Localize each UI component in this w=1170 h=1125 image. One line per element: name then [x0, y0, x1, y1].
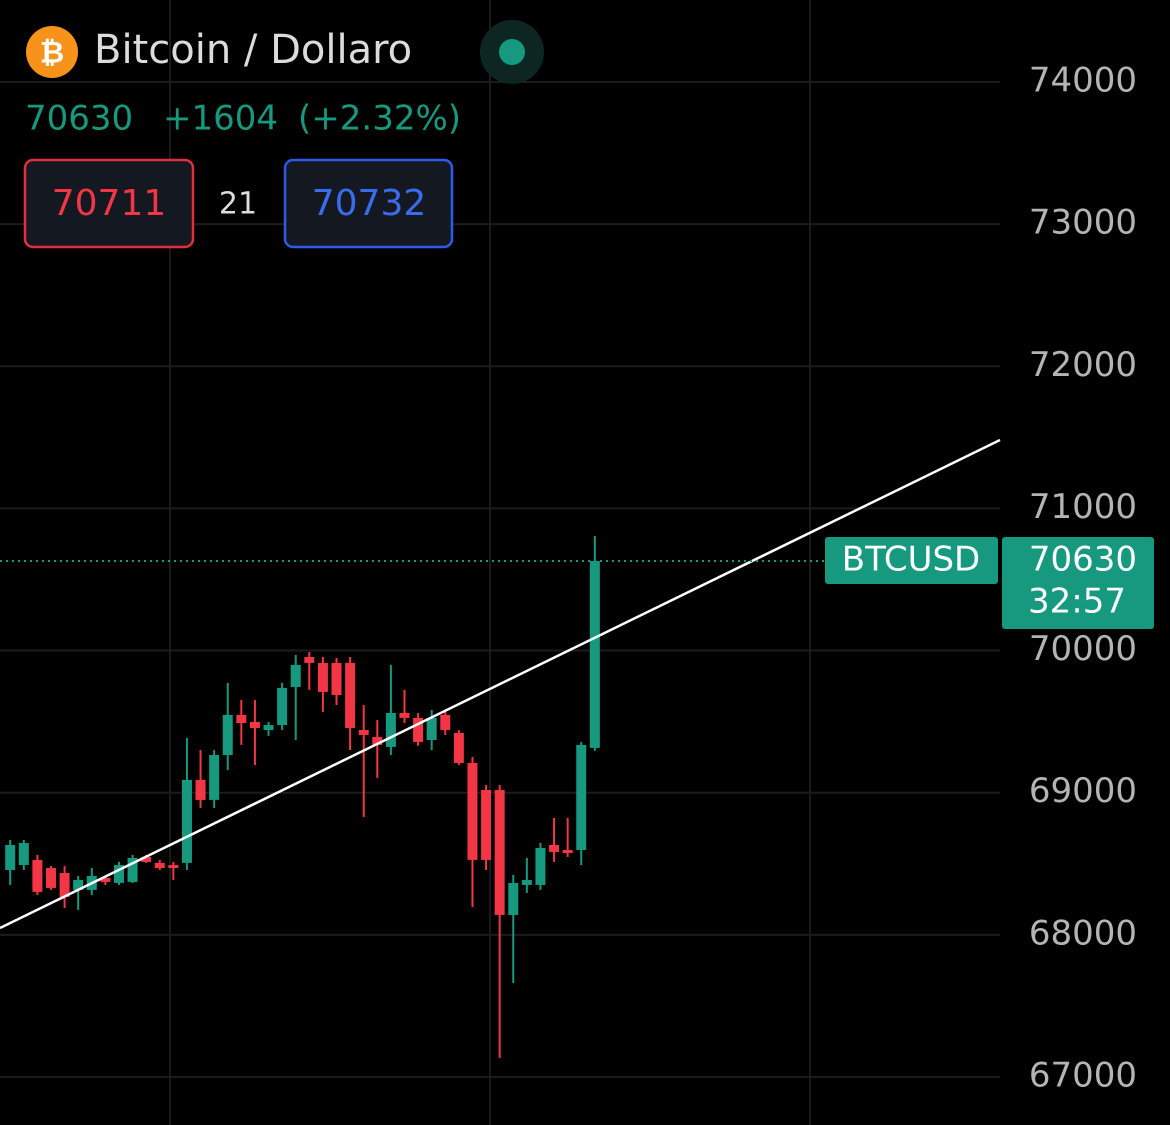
coin-icon-glyph: ₿: [40, 36, 64, 71]
candle-body: [32, 859, 43, 892]
candle-body: [127, 857, 138, 882]
candle-body: [154, 862, 165, 869]
y-tick-label: 69000: [1029, 771, 1137, 811]
grid: [0, 0, 1000, 1125]
candle-body: [358, 730, 369, 735]
candle-body: [440, 714, 451, 731]
candle-body: [209, 755, 220, 800]
candle-body: [45, 868, 56, 888]
price: 70630: [25, 99, 133, 139]
candle-body: [236, 714, 247, 724]
candle-body: [290, 664, 301, 687]
candle-body: [413, 717, 424, 742]
candle-body: [168, 865, 179, 869]
candle-body: [494, 789, 505, 915]
y-tick-label: 72000: [1029, 345, 1137, 385]
change-pct: (+2.32%): [298, 99, 461, 139]
candle-body: [18, 843, 29, 866]
trendline: [0, 438, 1001, 930]
candle-body: [589, 561, 600, 748]
candle-body: [467, 762, 478, 860]
candle-body: [113, 865, 124, 883]
y-tick-label: 68000: [1029, 913, 1137, 953]
change: +1604: [163, 99, 278, 139]
y-tick-label: 74000: [1029, 61, 1137, 101]
header: ₿ Bitcoin / Dollaro 70630 +1604 (+2.32%)…: [23, 20, 544, 249]
candle-body: [385, 712, 396, 747]
symbol-label: BTCUSD: [842, 540, 981, 580]
candle-body: [345, 662, 356, 729]
status-dot: [499, 39, 525, 65]
candle-body: [372, 736, 383, 745]
buy-button[interactable]: [283, 158, 454, 249]
candle-body: [426, 717, 437, 740]
price-label-bg: [1002, 537, 1154, 630]
candle-body: [331, 662, 342, 696]
candle-body: [576, 744, 587, 850]
y-tick-label: 67000: [1029, 1055, 1137, 1095]
candle-body: [535, 847, 546, 885]
symbol-label-bg: [825, 537, 998, 585]
coin-icon: [26, 26, 78, 78]
candle-body: [399, 712, 410, 718]
y-tick-label: 71000: [1029, 487, 1137, 527]
y-tick-label: 73000: [1029, 203, 1137, 243]
candle-body: [549, 844, 560, 852]
candle-body: [195, 779, 206, 800]
candle-body: [59, 872, 70, 898]
candle-body: [181, 779, 192, 863]
candle-body: [481, 789, 492, 860]
candle-body: [304, 656, 315, 663]
candle-body: [100, 877, 111, 882]
candle-body: [263, 725, 274, 731]
candle-body: [249, 721, 260, 729]
symbol-title: Bitcoin / Dollaro: [94, 27, 412, 73]
countdown-label: 32:57: [1028, 582, 1126, 622]
y-tick-label: 70000: [1029, 629, 1137, 669]
price-label: 70630: [1029, 540, 1137, 580]
candle-body: [562, 849, 573, 853]
candle-body: [141, 856, 152, 862]
candle-body: [521, 879, 532, 885]
candle-body: [508, 882, 519, 915]
sell-button[interactable]: [23, 158, 195, 249]
candle-body: [317, 662, 328, 692]
candle-body: [277, 687, 288, 726]
candle-body: [73, 879, 84, 890]
ask-price[interactable]: 70732: [312, 183, 427, 224]
bid-price[interactable]: 70711: [52, 183, 167, 224]
candle-body: [5, 844, 16, 871]
plot: [0, 438, 1001, 1058]
candle-body: [222, 714, 233, 756]
candle-body: [453, 732, 464, 763]
spread: 21: [219, 187, 257, 222]
